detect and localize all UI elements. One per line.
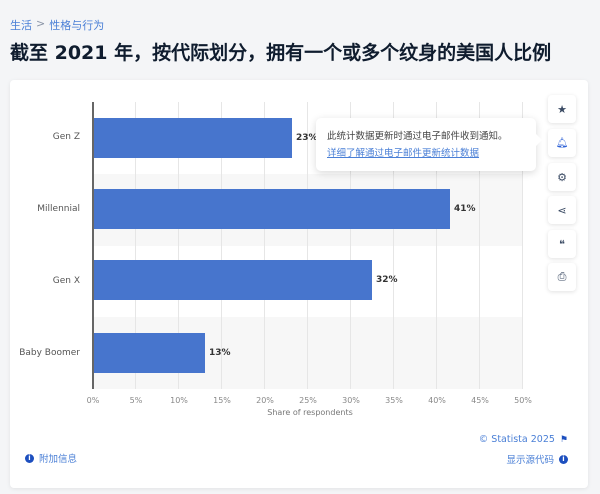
category-label: Gen Z [52, 132, 80, 142]
gridline [350, 102, 351, 389]
info-icon: i [559, 454, 568, 464]
x-tick-label: 30% [342, 396, 360, 405]
tooltip-link[interactable]: 详细了解通过电子邮件更新统计数据 [327, 148, 480, 159]
bar-value-label: 23% [296, 133, 318, 143]
notify-button[interactable]: 🔔︎ [548, 129, 576, 157]
gear-icon: ⚙ [557, 170, 567, 184]
x-tick-label: 40% [428, 396, 446, 405]
breadcrumb-item-life[interactable]: 生活 [10, 19, 32, 32]
cite-button[interactable]: ❝ [548, 230, 576, 258]
bar-value-label: 13% [209, 348, 231, 358]
notification-tooltip: 此统计数据更新时通过电子邮件收到通知。 详细了解通过电子邮件更新统计数据 [316, 118, 542, 171]
print-icon: ⎙ [557, 270, 567, 283]
bar-value-label: 41% [454, 204, 476, 214]
bell-icon: 🔔︎ [555, 137, 569, 149]
share-icon: ⋖ [557, 203, 567, 217]
page-title: 截至 2021 年，按代际划分，拥有一个或多个纹身的美国人比例 [10, 42, 552, 64]
gridline [479, 102, 480, 389]
gridline [221, 102, 222, 389]
y-axis-line [92, 102, 94, 389]
gridline [135, 102, 136, 389]
x-tick-label: 10% [170, 396, 188, 405]
chart-card: Gen Z Millennial Gen X Baby Boomer 23% 4… [10, 80, 588, 488]
gridline [307, 102, 308, 389]
tooltip-text: 此统计数据更新时通过电子邮件收到通知。 [327, 131, 508, 142]
copyright[interactable]: © Statista 2025 ⚑ [479, 434, 568, 445]
gridline [264, 102, 265, 389]
bar-value-label: 32% [376, 275, 398, 285]
show-source-text: 显示源代码 [506, 455, 554, 466]
copyright-text: © Statista 2025 [478, 434, 555, 445]
show-source-link[interactable]: 显示源代码 i [506, 452, 568, 466]
x-tick-label: 50% [514, 396, 532, 405]
bar-baby-boomer[interactable] [94, 333, 205, 373]
x-tick-label: 5% [129, 396, 143, 405]
x-tick-label: 45% [471, 396, 489, 405]
share-button[interactable]: ⋖ [548, 196, 576, 224]
bar-millennial[interactable] [94, 189, 450, 229]
quote-icon: ❝ [559, 237, 565, 251]
x-tick-label: 25% [299, 396, 317, 405]
gridline [522, 102, 523, 389]
gridline [436, 102, 437, 389]
x-axis-title: Share of respondents [267, 408, 353, 417]
x-tick-label: 0% [86, 396, 100, 405]
star-icon: ★ [557, 102, 567, 116]
x-tick-label: 35% [385, 396, 403, 405]
extra-info-text: 附加信息 [39, 454, 78, 465]
flag-icon: ⚑ [559, 434, 568, 445]
category-label: Millennial [37, 204, 80, 214]
bar-gen-x[interactable] [94, 260, 372, 300]
info-icon: i [25, 453, 34, 463]
favorite-button[interactable]: ★ [548, 95, 576, 123]
breadcrumb: 生活 > 性格与行为 [10, 17, 104, 33]
bar-gen-z[interactable] [94, 118, 292, 158]
breadcrumb-separator: > [36, 17, 46, 30]
plot-area [92, 102, 523, 389]
category-label: Baby Boomer [19, 348, 80, 358]
gridline [393, 102, 394, 389]
print-button[interactable]: ⎙ [548, 263, 576, 291]
x-tick-label: 20% [256, 396, 274, 405]
category-label: Gen X [52, 276, 80, 286]
settings-button[interactable]: ⚙ [548, 163, 576, 191]
gridline [178, 102, 179, 389]
x-tick-label: 15% [213, 396, 231, 405]
breadcrumb-item-personality[interactable]: 性格与行为 [49, 19, 105, 32]
extra-info-link[interactable]: i 附加信息 [25, 451, 77, 465]
